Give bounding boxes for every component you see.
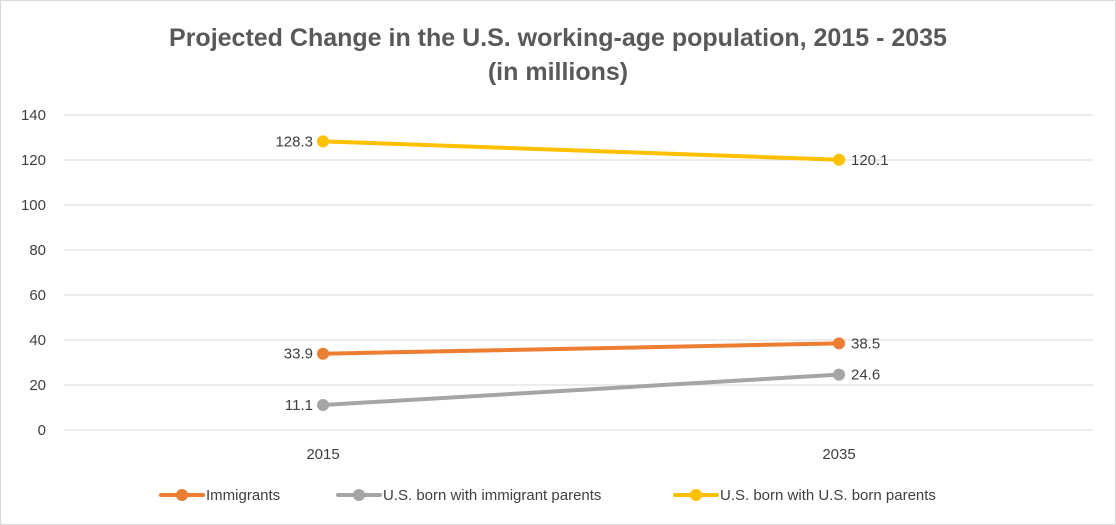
series-line-immigrants [321,341,841,356]
y-tick-label-60: 60 [29,287,46,304]
data-point-u-s-born-with-u-s-born-parents-2035 [833,153,845,166]
chart-title-block: Projected Change in the U.S. working-age… [1,21,1115,89]
legend-label-immigrants: Immigrants [206,487,280,504]
data-point-u-s-born-with-immigrant-parents-2035 [833,368,845,381]
data-label-u-s-born-with-u-s-born-parents-2015: 128.3 [275,133,313,150]
y-tick-label-80: 80 [29,242,46,259]
x-tick-label-2015: 2015 [306,446,339,463]
x-tick-label-2035: 2035 [822,446,855,463]
chart-subtitle: (in millions) [487,58,629,86]
series-line-u-s-born-with-u-s-born-parents [321,139,841,162]
data-point-immigrants-2015 [317,347,329,360]
data-point-u-s-born-with-immigrant-parents-2015 [317,399,329,412]
data-label-u-s-born-with-immigrant-parents-2015: 11.1 [285,397,313,414]
legend-label-u-s-born-with-immigrant-parents: U.S. born with immigrant parents [383,487,601,504]
data-label-immigrants-2015: 33.9 [284,346,313,363]
data-label-u-s-born-with-u-s-born-parents-2035: 120.1 [851,152,889,169]
data-point-u-s-born-with-u-s-born-parents-2015 [317,135,329,148]
y-tick-label-100: 100 [21,197,46,214]
legend-swatch-marker-immigrants [176,489,188,501]
y-tick-label-40: 40 [29,332,46,349]
y-tick-label-0: 0 [38,422,46,439]
series-line-u-s-born-with-immigrant-parents [321,372,841,408]
data-label-u-s-born-with-immigrant-parents-2035: 24.6 [851,367,880,384]
y-tick-label-120: 120 [21,152,46,169]
chart-title: Projected Change in the U.S. working-age… [169,24,947,52]
data-point-immigrants-2035 [833,337,845,350]
data-label-immigrants-2035: 38.5 [851,335,880,352]
legend-label-u-s-born-with-u-s-born-parents: U.S. born with U.S. born parents [720,487,936,504]
legend-swatch-marker-u-s-born-with-u-s-born-parents [690,489,702,501]
legend-swatch-marker-u-s-born-with-immigrant-parents [353,489,365,501]
y-tick-label-20: 20 [29,377,46,394]
y-tick-label-140: 140 [21,107,46,124]
